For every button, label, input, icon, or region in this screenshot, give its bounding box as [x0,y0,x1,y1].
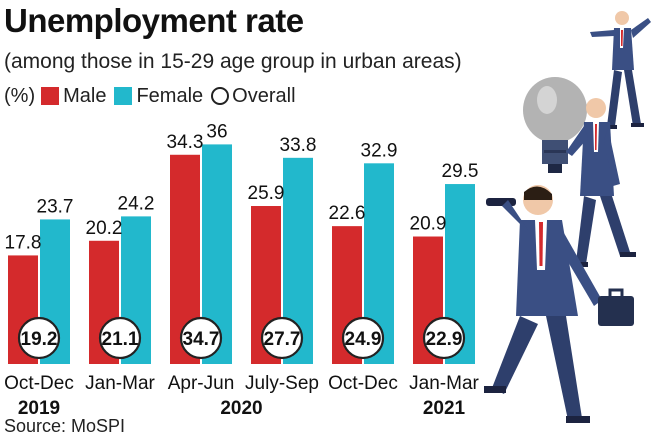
legend-female-label: Female [136,84,204,107]
bar-chart: 17.8 23.7 19.2 Oct-Dec 20.2 24.2 21.1 Jan-Mar 34… [4,121,479,419]
overall-marker [422,316,466,360]
legend: (%) Male Female Overall [4,84,304,108]
overall-marker [17,316,61,360]
data-label-overall: 22.9 [426,329,463,350]
data-label-male: 25.9 [248,183,285,204]
x-tick-label: July-Sep [245,373,319,394]
legend-overall-icon [211,87,230,105]
data-label-overall: 24.9 [345,329,382,350]
x-tick-label: Jan-Mar [409,373,479,394]
overall-marker [341,316,385,360]
data-label-female: 23.7 [37,196,74,217]
year-label: 2021 [423,398,466,419]
data-label-female: 33.8 [280,135,317,156]
x-tick-label: Oct-Dec [4,373,74,394]
legend-unit: (%) [4,84,36,107]
lightbulb-icon [523,77,587,173]
overall-marker [98,316,142,360]
legend-male-swatch [41,87,60,105]
top-businessman-figure [590,11,651,129]
front-businessman-figure [484,185,634,423]
year-label: 2019 [18,398,60,419]
data-label-overall: 34.7 [183,329,220,350]
overall-marker [260,316,304,360]
data-label-female: 29.5 [442,161,479,182]
data-label-overall: 19.2 [21,329,58,350]
x-tick-label: Oct-Dec [328,373,398,394]
data-label-overall: 27.7 [264,329,301,350]
briefcase-icon [598,296,634,326]
chart-title: Unemployment rate [4,2,304,39]
data-label-female: 36 [206,121,227,142]
data-label-male: 34.3 [167,132,204,153]
legend-overall-label: Overall [232,84,296,107]
x-tick-label: Apr-Jun [168,373,235,394]
legend-male-label: Male [63,84,107,107]
legend-female-swatch [114,87,133,105]
data-label-male: 20.9 [410,214,447,235]
source-note: Source: MoSPI [4,416,126,436]
data-label-male: 22.6 [329,203,366,224]
telescope-icon [486,198,516,206]
overall-marker [179,316,223,360]
businessmen-illustration [484,11,651,423]
data-label-female: 32.9 [361,140,398,161]
data-label-female: 24.2 [118,193,155,214]
chart-subtitle: (among those in 15-29 age group in urban… [4,50,462,73]
middle-businessman-figure [566,98,636,267]
data-label-male: 17.8 [5,232,42,253]
year-label: 2020 [220,398,262,419]
x-tick-label: Jan-Mar [85,373,155,394]
data-label-overall: 21.1 [102,329,139,350]
data-label-male: 20.2 [86,218,123,239]
